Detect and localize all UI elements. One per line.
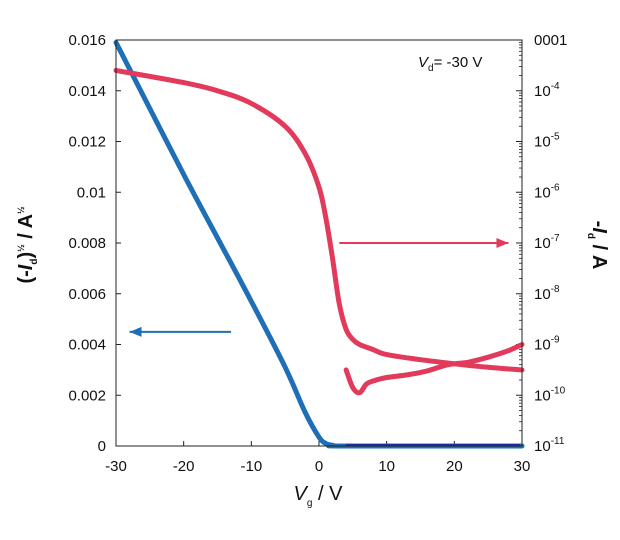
tick-labels: -30 -20 -10 0 10 20 30 0 0.002 0.004 0.006 0.008 0.0…: [68, 32, 567, 475]
y-axis-right-title: -Id / A: [585, 221, 610, 270]
y-left-tick-label: 0.016: [68, 32, 106, 49]
x-tick-label: -30: [105, 458, 127, 475]
y-left-tick-label: 0.004: [68, 337, 106, 354]
y-left-tick-label: 0.006: [68, 286, 106, 303]
x-tick-label: 0: [315, 458, 323, 475]
arrow-head-left: [129, 326, 142, 337]
arrow-head-right: [496, 238, 509, 248]
y-right-tick-label: 10-8: [534, 284, 560, 303]
arrow-layer: [129, 238, 509, 337]
y-right-tick-label: 10-5: [534, 132, 560, 151]
log-drain-current-curve-reverse: [343, 342, 525, 396]
x-tick-label: 30: [514, 458, 531, 475]
y-right-tick-label: 10-7: [534, 233, 560, 252]
y-right-tick-label: 10-6: [534, 182, 560, 201]
y-right-tick-label: 10-10: [534, 385, 566, 404]
x-tick-label: -10: [240, 458, 262, 475]
y-right-tick-label: 10-9: [534, 335, 560, 354]
y-right-tick-label: 10-4: [534, 81, 560, 100]
drain-voltage-annotation: Vd= -30 V: [418, 54, 482, 74]
y-left-tick-label: 0.014: [68, 83, 106, 100]
plot-frame: [115, 39, 523, 447]
y-axis-left-title: (-Id)½ / A½: [15, 206, 40, 284]
x-tick-label: 10: [378, 458, 395, 475]
y-right-tick-label: 10-11: [534, 436, 565, 455]
x-tick-label: 20: [446, 458, 463, 475]
x-axis-title: Vg / V: [294, 483, 344, 509]
y-left-tick-label: 0.012: [68, 134, 106, 151]
y-left-tick-label: 0: [98, 438, 106, 455]
y-left-tick-label: 0.008: [68, 235, 106, 252]
y-left-tick-label: 0.01: [77, 184, 106, 201]
y-right-tick-label: 0001: [534, 32, 567, 49]
y-left-tick-label: 0.002: [68, 387, 106, 404]
log-drain-current-curve-forward: [113, 67, 525, 373]
x-tick-label: -20: [173, 458, 195, 475]
